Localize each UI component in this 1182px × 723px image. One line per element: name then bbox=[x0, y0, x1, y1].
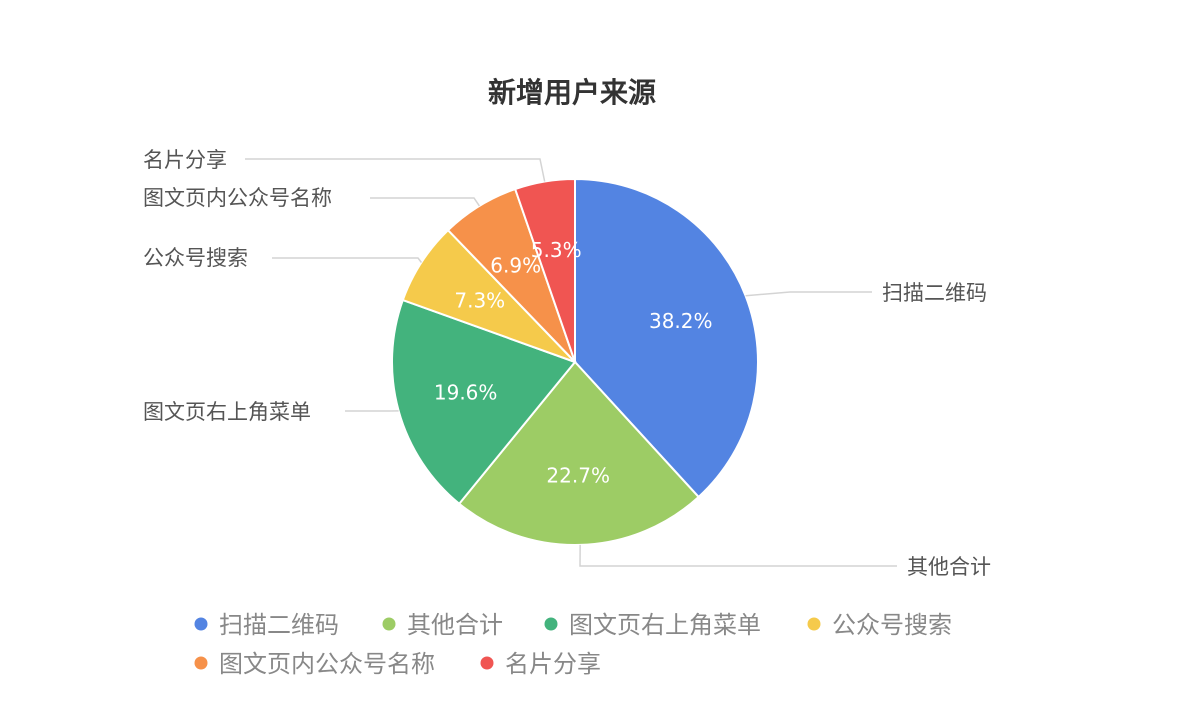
pie-slice-1 bbox=[457, 360, 700, 546]
legend-item-2[interactable]: 图文页右上角菜单 bbox=[544, 611, 762, 639]
legend-item-4[interactable]: 图文页内公众号名称 bbox=[194, 650, 436, 678]
slice-category-label-5: 名片分享 bbox=[143, 148, 227, 172]
legend-marker-0 bbox=[194, 617, 208, 631]
pie-slice-0 bbox=[574, 177, 759, 499]
legend-item-3[interactable]: 公众号搜索 bbox=[807, 611, 953, 639]
legend-label-2: 图文页右上角菜单 bbox=[569, 611, 761, 639]
slice-value-label-2: 19.6% bbox=[434, 380, 498, 404]
slice-category-label-1: 其他合计 bbox=[907, 555, 991, 579]
pie-slices bbox=[391, 177, 759, 546]
slice-category-label-2: 图文页右上角菜单 bbox=[143, 400, 311, 424]
legend-label-1: 其他合计 bbox=[407, 611, 503, 639]
slice-category-label-4: 图文页内公众号名称 bbox=[143, 186, 332, 210]
leader-lines bbox=[245, 158, 897, 567]
leader-line-1 bbox=[579, 544, 897, 567]
slice-value-label-4: 6.9% bbox=[490, 253, 541, 277]
legend-label-4: 图文页内公众号名称 bbox=[219, 650, 435, 678]
leader-line-3 bbox=[272, 257, 423, 263]
pie-slice-2 bbox=[391, 298, 577, 506]
legend-item-1[interactable]: 其他合计 bbox=[382, 611, 504, 639]
slice-value-label-0: 38.2% bbox=[649, 309, 713, 333]
legend-item-5[interactable]: 名片分享 bbox=[480, 650, 602, 678]
leader-line-0 bbox=[745, 291, 872, 297]
slice-category-label-0: 扫描二维码 bbox=[882, 281, 987, 305]
slice-value-labels: 38.2% 22.7% 19.6% 7.3% 6.9%5.3% bbox=[434, 238, 713, 487]
legend-item-0[interactable]: 扫描二维码 bbox=[194, 611, 340, 639]
legend-label-0: 扫描二维码 bbox=[219, 611, 339, 639]
leader-line-5 bbox=[245, 158, 546, 182]
legend-marker-1 bbox=[382, 617, 396, 631]
chart-title: 新增用户来源 bbox=[488, 76, 656, 109]
slice-category-label-3: 公众号搜索 bbox=[143, 246, 248, 270]
legend-marker-4 bbox=[194, 656, 208, 670]
legend-label-5: 名片分享 bbox=[505, 650, 601, 678]
legend-marker-3 bbox=[807, 617, 821, 631]
slice-value-label-1: 22.7% bbox=[546, 463, 610, 487]
legend-marker-5 bbox=[480, 656, 494, 670]
leader-line-4 bbox=[370, 197, 481, 207]
slice-value-label-3: 7.3% bbox=[454, 288, 505, 312]
legend-marker-2 bbox=[544, 617, 558, 631]
slice-value-label-5: 5.3% bbox=[531, 238, 582, 262]
legend-label-3: 公众号搜索 bbox=[832, 611, 952, 639]
